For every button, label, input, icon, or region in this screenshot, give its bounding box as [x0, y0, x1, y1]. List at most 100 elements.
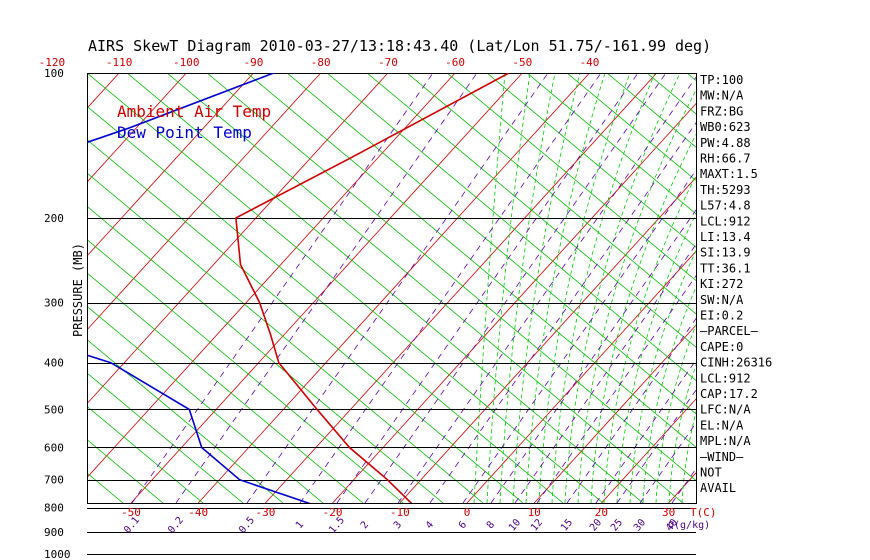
mixing-ratio-label: 2 [359, 520, 371, 532]
grid-lines [0, 73, 870, 503]
moist-adiabat-line [590, 133, 696, 503]
bottom-temp-label: -30 [255, 506, 275, 519]
dry-adiabat-line [87, 405, 204, 503]
moist-adiabat-line [655, 323, 696, 503]
index-item: TP:100 [700, 73, 743, 87]
index-item: MW:N/A [700, 89, 744, 103]
ambient-air-temp-line [235, 73, 510, 503]
index-item: MPL:N/A [700, 434, 751, 448]
top-temp-label: -50 [512, 56, 532, 69]
mixing-ratio-label: 30 [632, 517, 648, 533]
isotherm-line [265, 73, 657, 503]
isotherm-line [332, 103, 696, 503]
mixing-ratio-label: 25 [609, 517, 625, 533]
dry-adiabat-line [87, 239, 404, 503]
mixing-ratio-line [246, 73, 549, 503]
mixing-ratio-axis-label: Q(g/kg) [668, 520, 710, 531]
mixing-ratio-label: 20 [588, 517, 604, 533]
moist-adiabat-line [668, 363, 696, 503]
index-item: PW:4.88 [700, 136, 751, 150]
moist-adiabat-line [473, 73, 506, 503]
moist-adiabat-line [603, 174, 696, 503]
isotherm-line [0, 73, 52, 503]
dry-adiabat-line [87, 272, 364, 503]
index-item: TT:36.1 [700, 261, 751, 275]
index-item: AVAIL [700, 481, 736, 495]
bottom-temp-label: 10 [528, 506, 541, 519]
pressure-label-800: 800 [44, 502, 64, 515]
top-temp-label: -70 [378, 56, 398, 69]
mixing-ratio-label: 6 [457, 520, 469, 532]
mixing-ratio-label: 4 [424, 520, 436, 532]
index-item: WB0:623 [700, 120, 751, 134]
dry-adiabat-line [166, 73, 684, 503]
isotherm-line [399, 176, 696, 503]
bottom-temperature-tick-labels: -50 -40 -30 -20 -10 0 10 20 30 [121, 506, 675, 519]
isotherm-line [87, 73, 187, 183]
pressure-label-900: 900 [44, 526, 64, 539]
dry-adiabat-line [446, 73, 696, 282]
dry-adiabat-line [87, 205, 444, 503]
pressure-label-600: 600 [44, 442, 64, 455]
bottom-temp-label: 0 [464, 506, 471, 519]
sounding-curves [87, 73, 510, 503]
moist-adiabat-line [525, 73, 606, 503]
dry-adiabat-line [526, 73, 696, 215]
dry-adiabat-line [326, 73, 696, 382]
dry-adiabat-line [286, 73, 696, 415]
moist-adiabat-line [538, 73, 631, 503]
isobars [87, 73, 697, 555]
index-item: LCL:912 [700, 214, 751, 228]
isotherm-line [87, 73, 389, 405]
bottom-temp-label: -50 [121, 506, 141, 519]
index-item: LFC:N/A [700, 403, 751, 417]
isotherm-line [87, 73, 456, 479]
index-item: L57:4.8 [700, 199, 751, 213]
bottom-temp-label: 20 [595, 506, 608, 519]
isotherm-line [803, 73, 870, 503]
isotherm-line [87, 73, 254, 257]
index-item: NOT [700, 466, 722, 480]
bottom-temp-label: -20 [323, 506, 343, 519]
isotherm-line [87, 73, 321, 331]
bottom-temp-label: 30 [662, 506, 675, 519]
dry-adiabat-line [807, 73, 870, 503]
isotherm-line [736, 73, 870, 503]
legend-dew-point-temp: Dew Point Temp [117, 123, 252, 142]
top-temp-label: -80 [311, 56, 331, 69]
moist-adiabat-line [577, 89, 696, 503]
pressure-label-500: 500 [44, 403, 64, 416]
pressure-label-400: 400 [44, 357, 64, 370]
index-item: LCL:912 [700, 371, 751, 385]
index-item: RH:66.7 [700, 152, 751, 166]
dry-adiabat-line [0, 73, 43, 503]
isotherm-line [601, 398, 696, 503]
moist-adiabat-line [486, 73, 531, 503]
top-temperature-tick-labels: -120 -110 -100 -90 -80 -70 -60 -50 -40 [39, 56, 600, 69]
pressure-label-100: 100 [44, 67, 64, 80]
bottom-temp-label: -40 [188, 506, 208, 519]
index-item: —PARCEL— [700, 324, 759, 338]
top-temp-label: -110 [106, 56, 133, 69]
moist-adiabat-line [551, 73, 656, 503]
chart-title: AIRS SkewT Diagram 2010-03-27/13:18:43.4… [88, 37, 711, 55]
pressure-label-1000: 1000 [44, 548, 71, 560]
index-item: CAPE:0 [700, 340, 743, 354]
mixing-ratio-line [639, 422, 696, 503]
isotherm-line [197, 73, 590, 503]
index-item: TH:5293 [700, 183, 751, 197]
dry-adiabat-line [406, 73, 696, 315]
dry-adiabat-line [87, 105, 564, 503]
dry-adiabat-line [206, 73, 696, 482]
plot-frame [87, 73, 697, 504]
mixing-ratio-label: 8 [485, 520, 497, 532]
pressure-label-700: 700 [44, 474, 64, 487]
index-item: LI:13.4 [700, 230, 751, 244]
index-item: CINH:26316 [700, 356, 772, 370]
index-item: SI:13.9 [700, 246, 751, 260]
index-item: —WIND— [700, 450, 744, 464]
index-item: EL:N/A [700, 418, 744, 432]
index-item: FRZ:BG [700, 104, 743, 118]
